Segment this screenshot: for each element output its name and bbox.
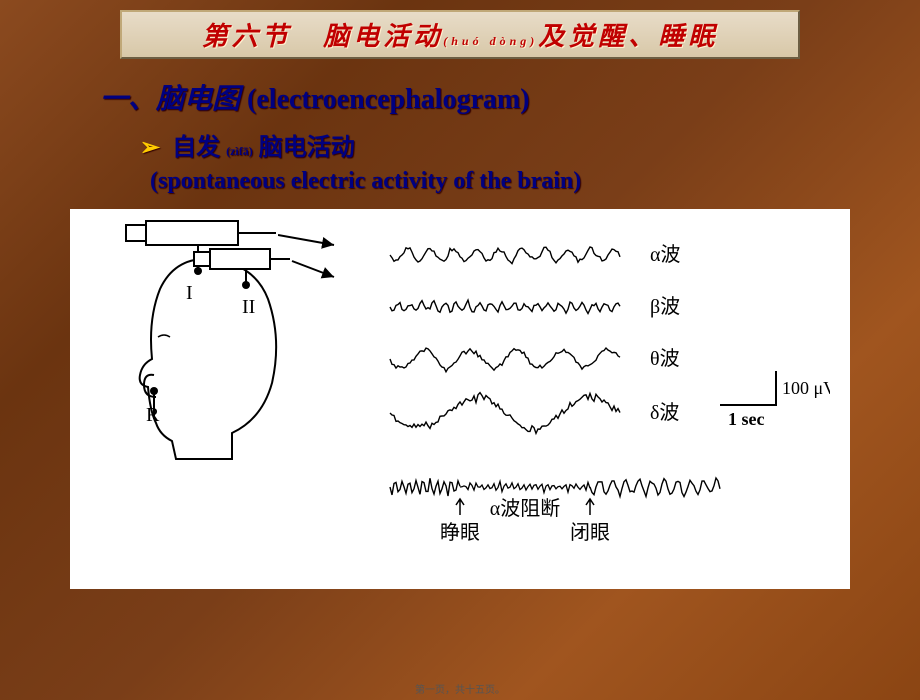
page-footer: 第一页，共十五页。: [0, 681, 920, 696]
title-pinyin: (huó dòng): [443, 34, 538, 48]
title-main2: 及觉醒、睡眠: [538, 22, 718, 51]
title-banner: 第六节 脑电活动(huó dòng)及觉醒、睡眠: [120, 10, 800, 59]
head-svg: I II R: [90, 219, 310, 479]
section-num: 一、: [100, 84, 156, 115]
alpha-block-label: α波阻断: [490, 497, 560, 520]
event-arrow-0: [456, 499, 464, 515]
wave-3: [390, 393, 620, 434]
wave-label-1: β波: [650, 295, 680, 318]
title-main1: 脑电活动: [323, 22, 443, 51]
bullet-cn2: 脑电活动: [259, 135, 355, 161]
electrode-II-label: II: [242, 296, 255, 318]
head-diagram: I II R: [90, 219, 310, 479]
wave-2: [390, 348, 620, 372]
section-cn: 脑电图: [156, 84, 240, 115]
section-en: (electroencephalogram): [247, 84, 530, 115]
scale-h-label: 1 sec: [728, 409, 764, 429]
wave-1: [390, 300, 620, 313]
wave-area: α波 β波 θ波 δ波 100 μV 1 sec α波阻断睁眼 闭眼: [350, 225, 830, 565]
ref-label: R: [146, 404, 160, 426]
wave-label-0: α波: [650, 243, 680, 266]
electrode-I-label: I: [186, 282, 193, 304]
wave-0: [390, 247, 620, 264]
section-1: 一、脑电图 (electroencephalogram): [100, 77, 920, 117]
event-arrow-1: [586, 499, 594, 515]
scale-v-label: 100 μV: [782, 378, 830, 398]
waves-svg: α波 β波 θ波 δ波 100 μV 1 sec α波阻断睁眼 闭眼: [350, 225, 830, 565]
wave-label-2: θ波: [650, 347, 680, 370]
bullet-en: (spontaneous electric activity of the br…: [150, 168, 920, 195]
lead-arrows: [278, 223, 348, 283]
eyes-open-label: 睁眼: [440, 521, 480, 544]
bullet-pinyin: (zìfā): [226, 144, 253, 158]
bullet-arrow-icon: ➢: [140, 135, 160, 161]
bullet-cn1: 自发: [172, 135, 220, 161]
eyes-close-label: 闭眼: [570, 521, 610, 544]
wave-label-3: δ波: [650, 401, 679, 424]
title-prefix: 第六节: [202, 22, 292, 51]
scale-bar: 100 μV 1 sec: [720, 371, 830, 429]
title-text: 第六节 脑电活动(huó dòng)及觉醒、睡眠: [202, 22, 719, 51]
eeg-figure: I II R α波 β波 θ波 δ波 100 μV 1 sec α波阻断睁眼 闭眼: [70, 209, 850, 589]
bullet-row: ➢ 自发 (zìfā) 脑电活动: [140, 127, 920, 162]
